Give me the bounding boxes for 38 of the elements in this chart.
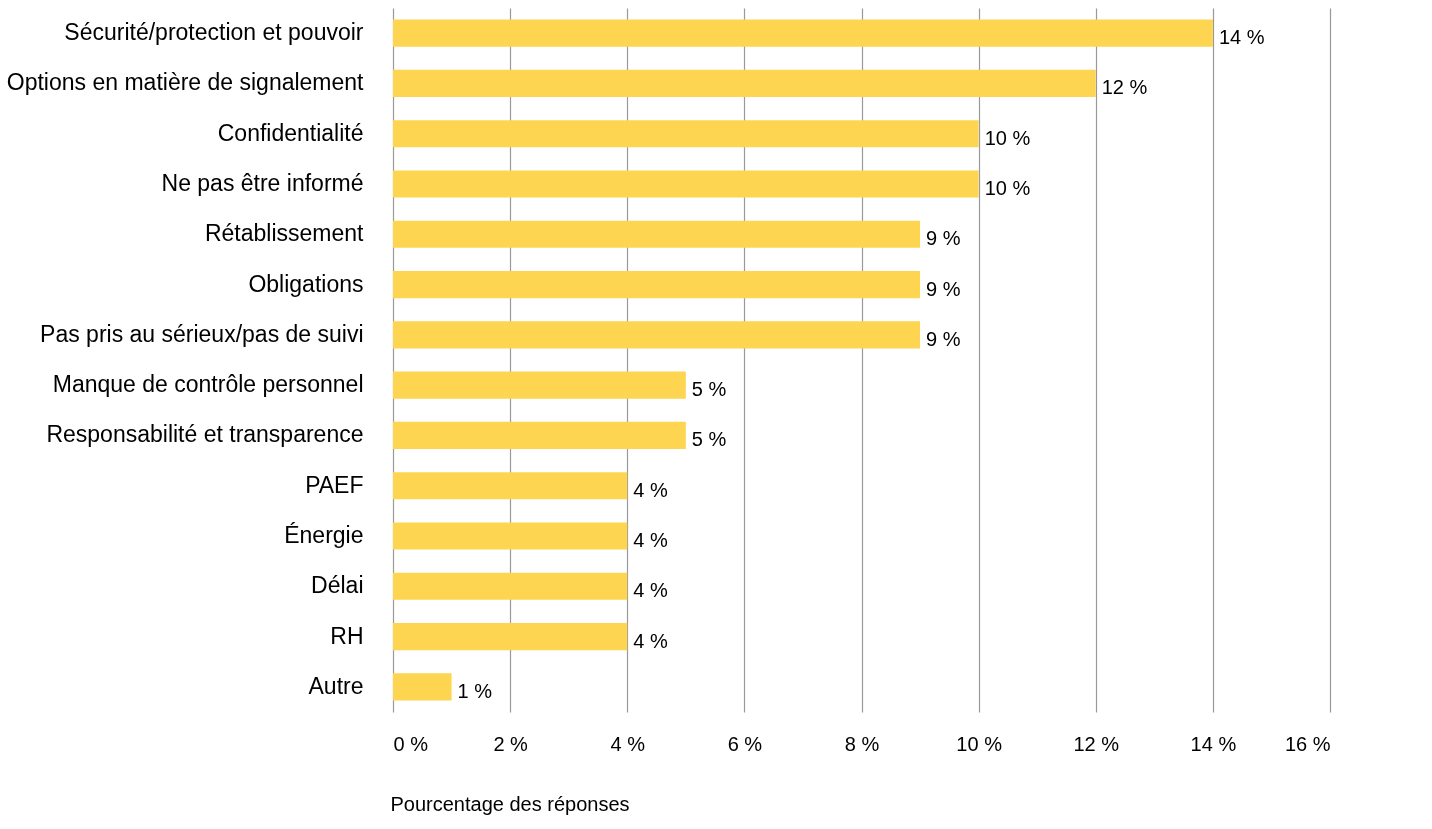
x-tick-label: 10 % (956, 732, 1003, 755)
x-axis-title: Pourcentage des réponses (390, 792, 630, 815)
data-label: 9 % (926, 277, 961, 300)
data-label: 4 % (633, 478, 668, 501)
y-tick-label: Autre (308, 672, 364, 699)
x-tick-label: 16 % (1284, 732, 1331, 755)
y-tick-label: PAEF (305, 471, 364, 498)
x-tick-label: 4 % (610, 732, 646, 755)
y-tick-label: Options en matière de signalement (6, 69, 365, 96)
x-tick-label: 14 % (1190, 732, 1237, 755)
data-label: 14 % (1218, 26, 1265, 49)
x-tick-label: 12 % (1073, 732, 1120, 755)
data-label: 4 % (633, 629, 668, 652)
y-tick-label: Responsabilité et transparence (46, 421, 364, 448)
x-tick-label: 8 % (844, 732, 880, 755)
data-label: 5 % (691, 428, 727, 451)
y-tick-label: RH (330, 622, 364, 649)
y-tick-label: Pas pris au sérieux/pas de suivi (40, 320, 364, 347)
y-tick-label: Rétablissement (204, 220, 365, 247)
data-label: 10 % (984, 177, 1031, 199)
y-tick-label: Manque de contrôle personnel (52, 371, 364, 398)
y-tick-label: Obligations (248, 270, 364, 297)
x-tick-label: 2 % (493, 732, 529, 755)
data-label: 5 % (691, 378, 727, 401)
x-tick-label: 0 % (393, 732, 429, 755)
x-tick-label: 6 % (727, 732, 763, 755)
y-tick-label: Énergie (284, 522, 364, 548)
data-label: 4 % (633, 579, 668, 602)
data-label: 12 % (1101, 76, 1148, 99)
data-label: 10 % (984, 126, 1031, 149)
data-label: 1 % (457, 679, 493, 702)
data-label: 9 % (926, 227, 961, 250)
y-tick-label: Délai (311, 572, 364, 599)
y-tick-label: Sécurité/protection et pouvoir (64, 19, 364, 46)
y-tick-label: Ne pas être informé (161, 170, 364, 196)
data-label: 9 % (926, 327, 961, 350)
data-label: 4 % (633, 529, 668, 551)
y-tick-label: Confidentialité (217, 119, 364, 146)
